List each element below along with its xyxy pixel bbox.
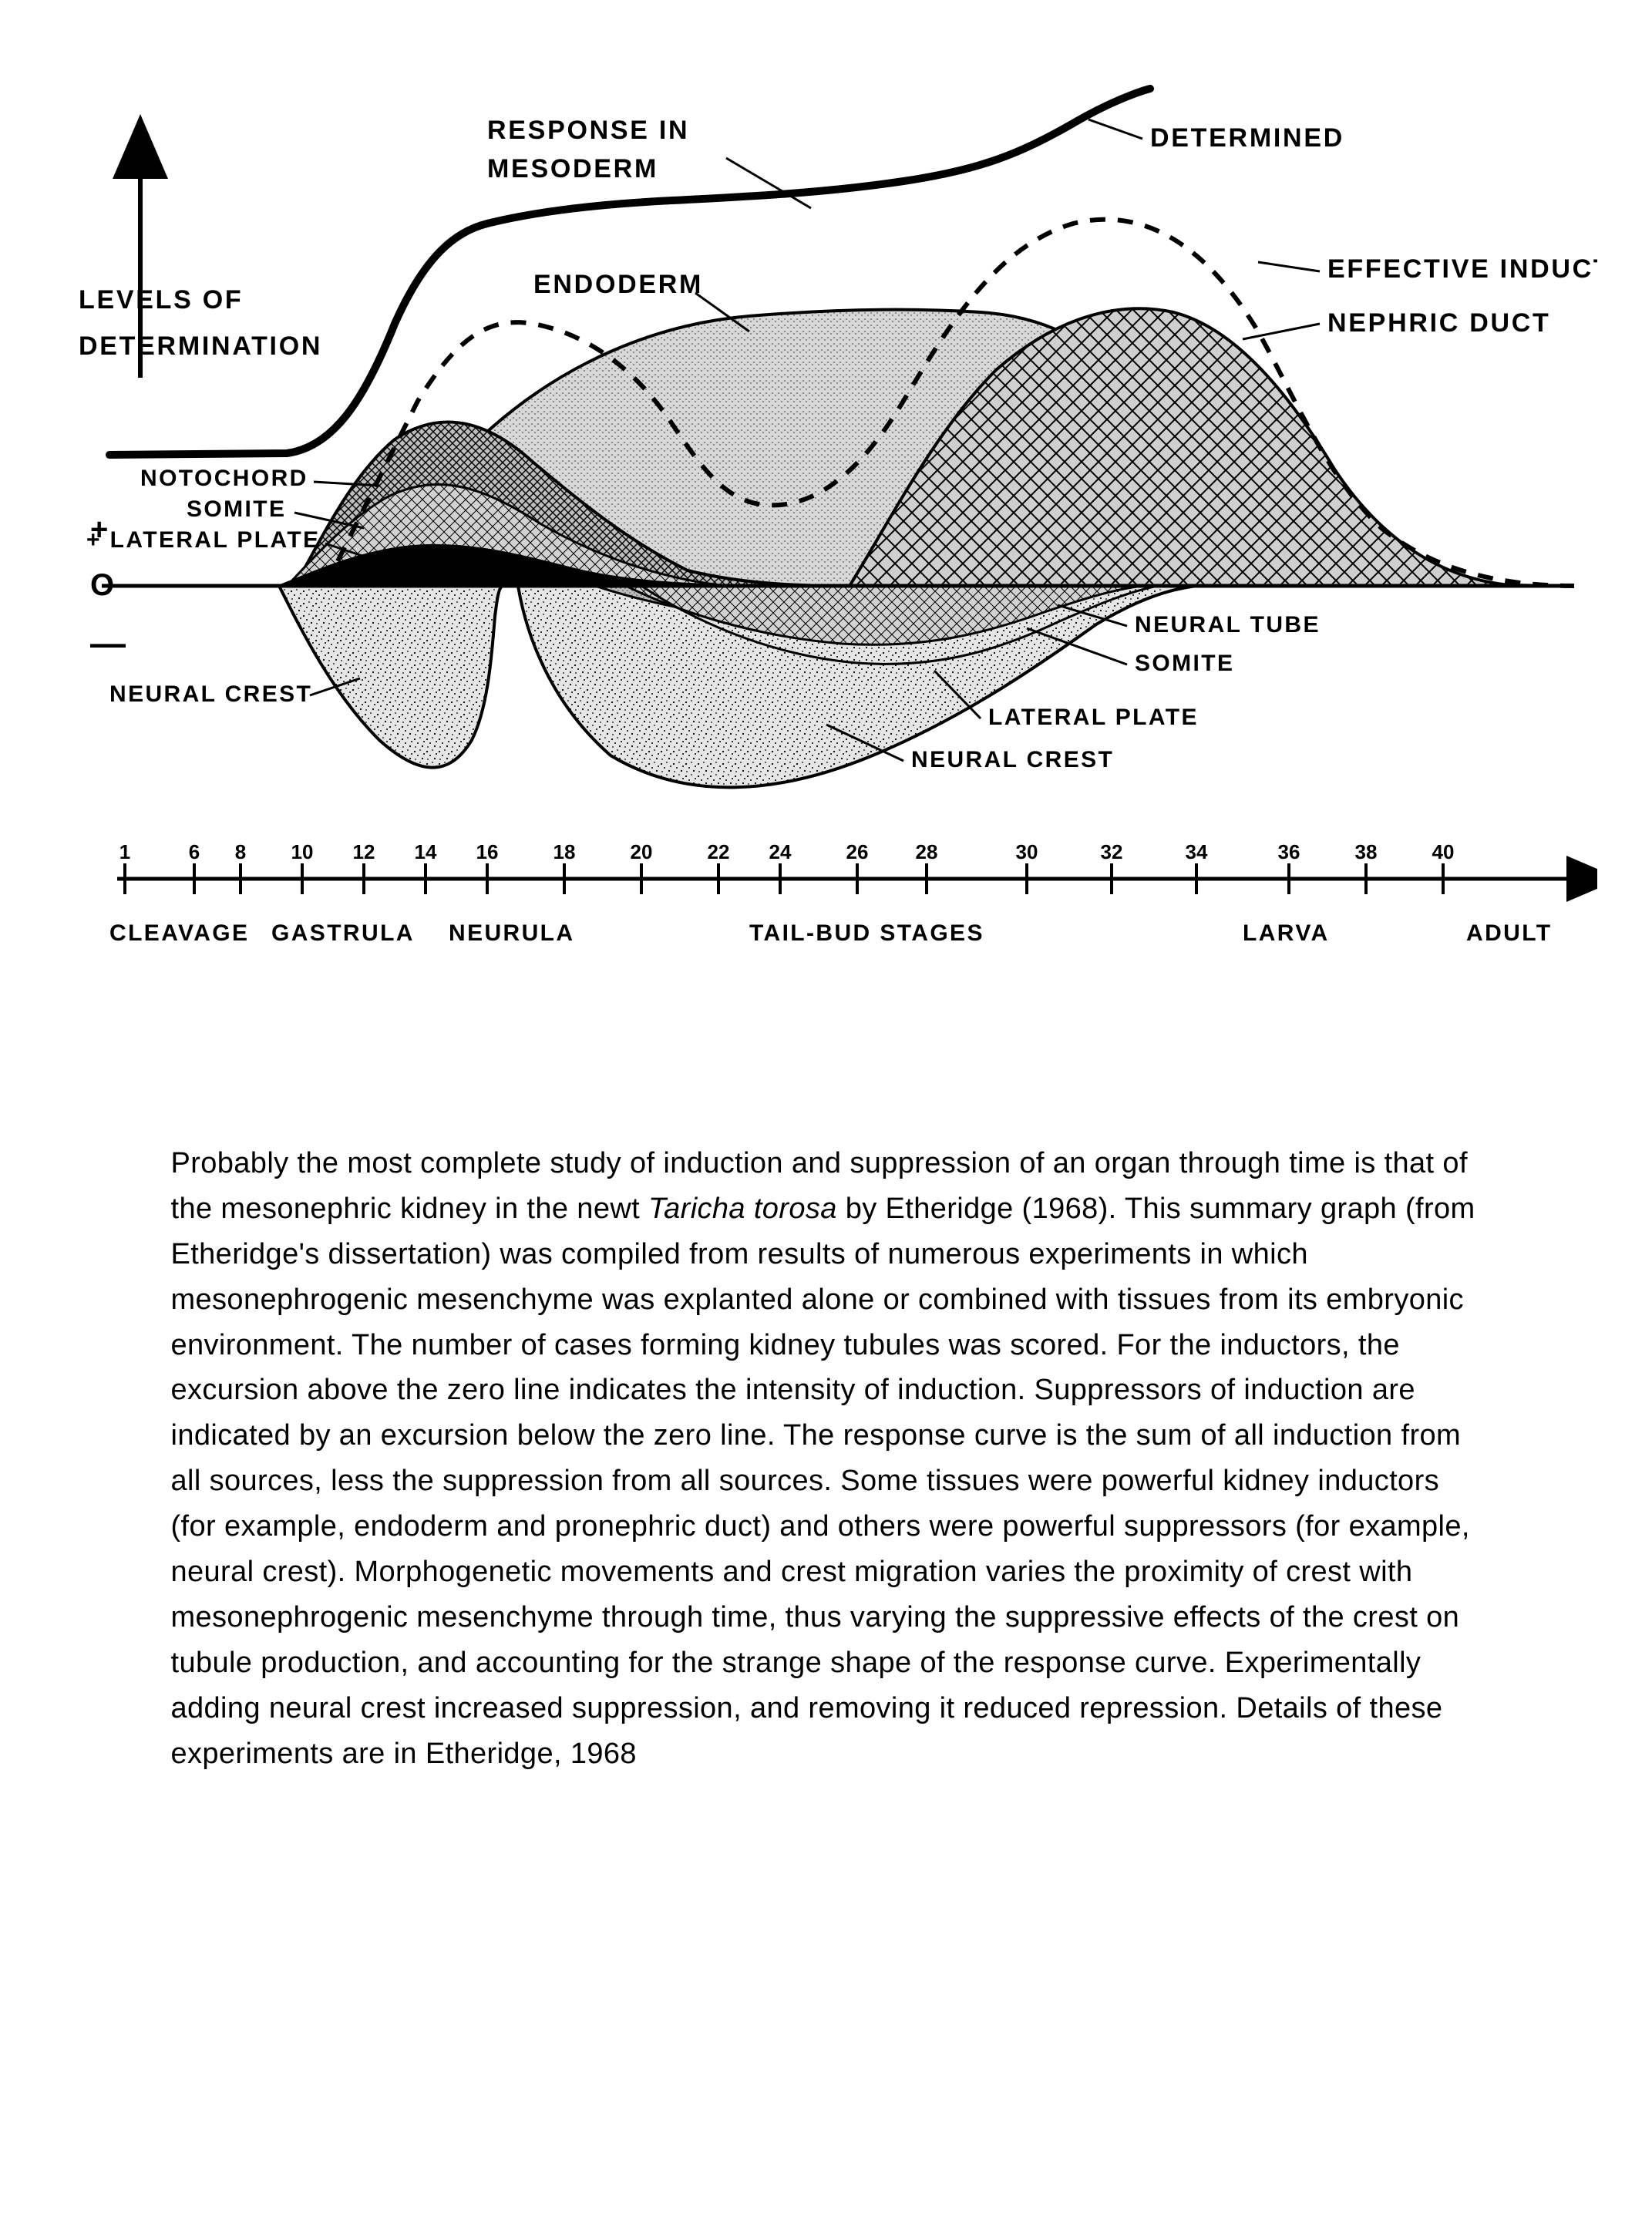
x-tick-label: 1 [119, 840, 130, 863]
caption-italic-species: Taricha torosa [648, 1193, 837, 1225]
response-label-2: MESODERM [487, 154, 658, 183]
y-axis-label-1: LEVELS OF [79, 285, 243, 315]
caption-part-3: by Etheridge (1968). This summary graph … [171, 1193, 1475, 1770]
x-tick-label: 34 [1185, 840, 1207, 863]
label-somite-lower: SOMITE [1135, 651, 1234, 676]
stage-label: LARVA [1243, 920, 1330, 946]
x-tick-label: 24 [769, 840, 791, 863]
determined-leader [1088, 119, 1142, 139]
x-tick-label: 16 [476, 840, 498, 863]
x-tick-label: 10 [291, 840, 313, 863]
x-tick-label: 20 [630, 840, 652, 863]
stage-label: ADULT [1466, 920, 1552, 946]
minus-symbol: — [90, 623, 126, 663]
response-label-1: RESPONSE IN [487, 116, 689, 145]
figure-caption: Probably the most complete study of indu… [171, 1141, 1482, 1776]
label-lateral-plate-upper: + LATERAL PLATE [86, 527, 321, 553]
x-tick-label: 12 [352, 840, 375, 863]
x-tick-label: 6 [188, 840, 199, 863]
x-tick-label: 18 [553, 840, 575, 863]
label-notochord: NOTOCHORD [140, 466, 308, 491]
determined-label: DETERMINED [1150, 123, 1344, 153]
stage-label: TAIL-BUD STAGES [749, 920, 984, 946]
x-tick-label: 36 [1277, 840, 1300, 863]
label-neural-tube-lower: NEURAL TUBE [1135, 612, 1321, 638]
x-tick-label: 40 [1432, 840, 1454, 863]
figure-container: O+—LEVELS OFDETERMINATIONRESPONSE INMESO… [56, 46, 1597, 1048]
label-neural-crest-lower-1: NEURAL CREST [109, 681, 312, 707]
stage-label: GASTRULA [271, 920, 415, 946]
region-neural-crest-lower-1 [279, 586, 503, 768]
x-tick-label: 26 [846, 840, 868, 863]
x-tick-label: 14 [414, 840, 436, 863]
stage-label: CLEAVAGE [109, 920, 249, 946]
effective-induction-leader [1258, 262, 1320, 271]
label-lateral-plate-lower: LATERAL PLATE [988, 705, 1199, 730]
label-nephric-duct: NEPHRIC DUCT [1327, 308, 1551, 338]
label-neural-crest-label-2: NEURAL CREST [911, 747, 1114, 772]
stage-label: NEURULA [449, 920, 574, 946]
effective-induction-label: EFFECTIVE INDUCTION [1327, 254, 1597, 284]
label-endoderm: ENDODERM [533, 270, 703, 299]
x-tick-label: 30 [1015, 840, 1038, 863]
x-tick-label: 22 [707, 840, 729, 863]
x-tick-label: 8 [234, 840, 245, 863]
x-tick-label: 32 [1100, 840, 1122, 863]
x-tick-label: 28 [915, 840, 937, 863]
y-axis-label-2: DETERMINATION [79, 331, 322, 361]
induction-diagram: O+—LEVELS OFDETERMINATIONRESPONSE INMESO… [56, 46, 1597, 1048]
label-somite-upper: SOMITE [187, 496, 286, 522]
x-tick-label: 38 [1354, 840, 1377, 863]
